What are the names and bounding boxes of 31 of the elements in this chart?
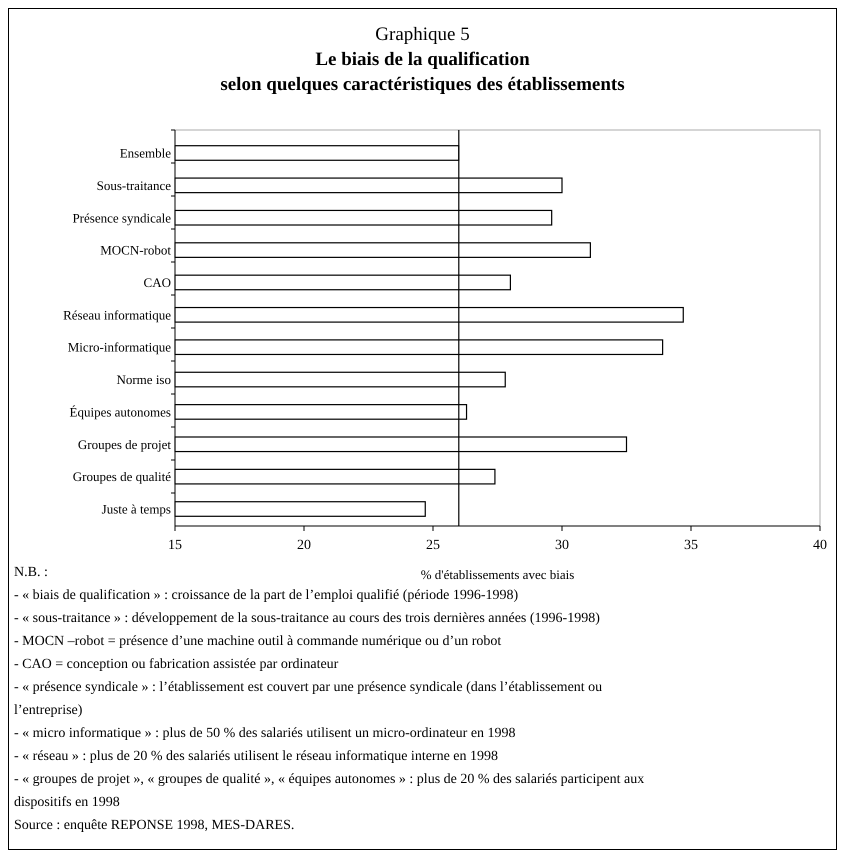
- y-tick-label: Réseau informatique: [63, 307, 172, 322]
- chart-subtitle: Le biais de la qualification selon quelques caractéristiques des établissements: [220, 49, 625, 95]
- text: - « réseau » : plus de 20 % des salariés utilisent le réseau informatique interne en 1998: [14, 749, 498, 764]
- y-tick-label: Groupes de qualité: [72, 469, 172, 484]
- y-tick-label: MOCN-robot: [100, 242, 172, 258]
- y-tick-label: Équipes autonomes: [70, 404, 171, 420]
- y-tick-label: Présence syndicale: [72, 210, 172, 226]
- text: - CAO = conception ou fabrication assistée par ordinateur: [14, 657, 339, 672]
- x-axis-title: % d'établissements avec biais: [420, 567, 574, 582]
- y-tick-label: CAO: [144, 275, 171, 290]
- text: - MOCN –robot = présence d’une machine outil à commande numérique ou d’un robot: [14, 634, 502, 649]
- source-note: Source : enquête REPONSE 1998, MES-DARES.: [14, 818, 294, 833]
- x-tick-label: 35: [684, 538, 698, 553]
- text: N.B. :: [14, 565, 48, 580]
- text: - « biais de qualification » : croissance de la part de l’emploi qualifié (période 1996-1998): [14, 588, 519, 603]
- x-tick-label: 25: [426, 538, 440, 553]
- x-tick-label: 40: [813, 538, 827, 553]
- y-tick-label: Ensemble: [120, 146, 172, 161]
- text: - « groupes de projet », « groupes de qualité », « équipes autonomes » : plus de 20 % des salariés participent aux dispositifs en 1998: [14, 772, 644, 810]
- y-tick-label: Norme iso: [116, 372, 171, 388]
- chart-title: Graphique 5: [375, 24, 470, 45]
- x-tick-label: 30: [555, 538, 569, 553]
- y-tick-label: Micro-informatique: [68, 340, 172, 355]
- text: - « présence syndicale » : l’établissement est couvert par une présence syndicale (dans l’établissement ou l’entreprise): [14, 680, 602, 718]
- y-tick-label: Groupes de projet: [78, 436, 172, 452]
- x-tick-label: 20: [297, 538, 311, 553]
- text: - « sous-traitance » : développement de la sous-traitance au cours des trois dernières années (1996-1998): [14, 611, 600, 626]
- y-tick-label: Juste à temps: [102, 502, 171, 517]
- y-tick-label: Sous-traitance: [96, 178, 172, 193]
- text: - « micro informatique » : plus de 50 % des salariés utilisent un micro-ordinateur en 1998: [14, 726, 516, 741]
- x-tick-label: 15: [168, 538, 182, 553]
